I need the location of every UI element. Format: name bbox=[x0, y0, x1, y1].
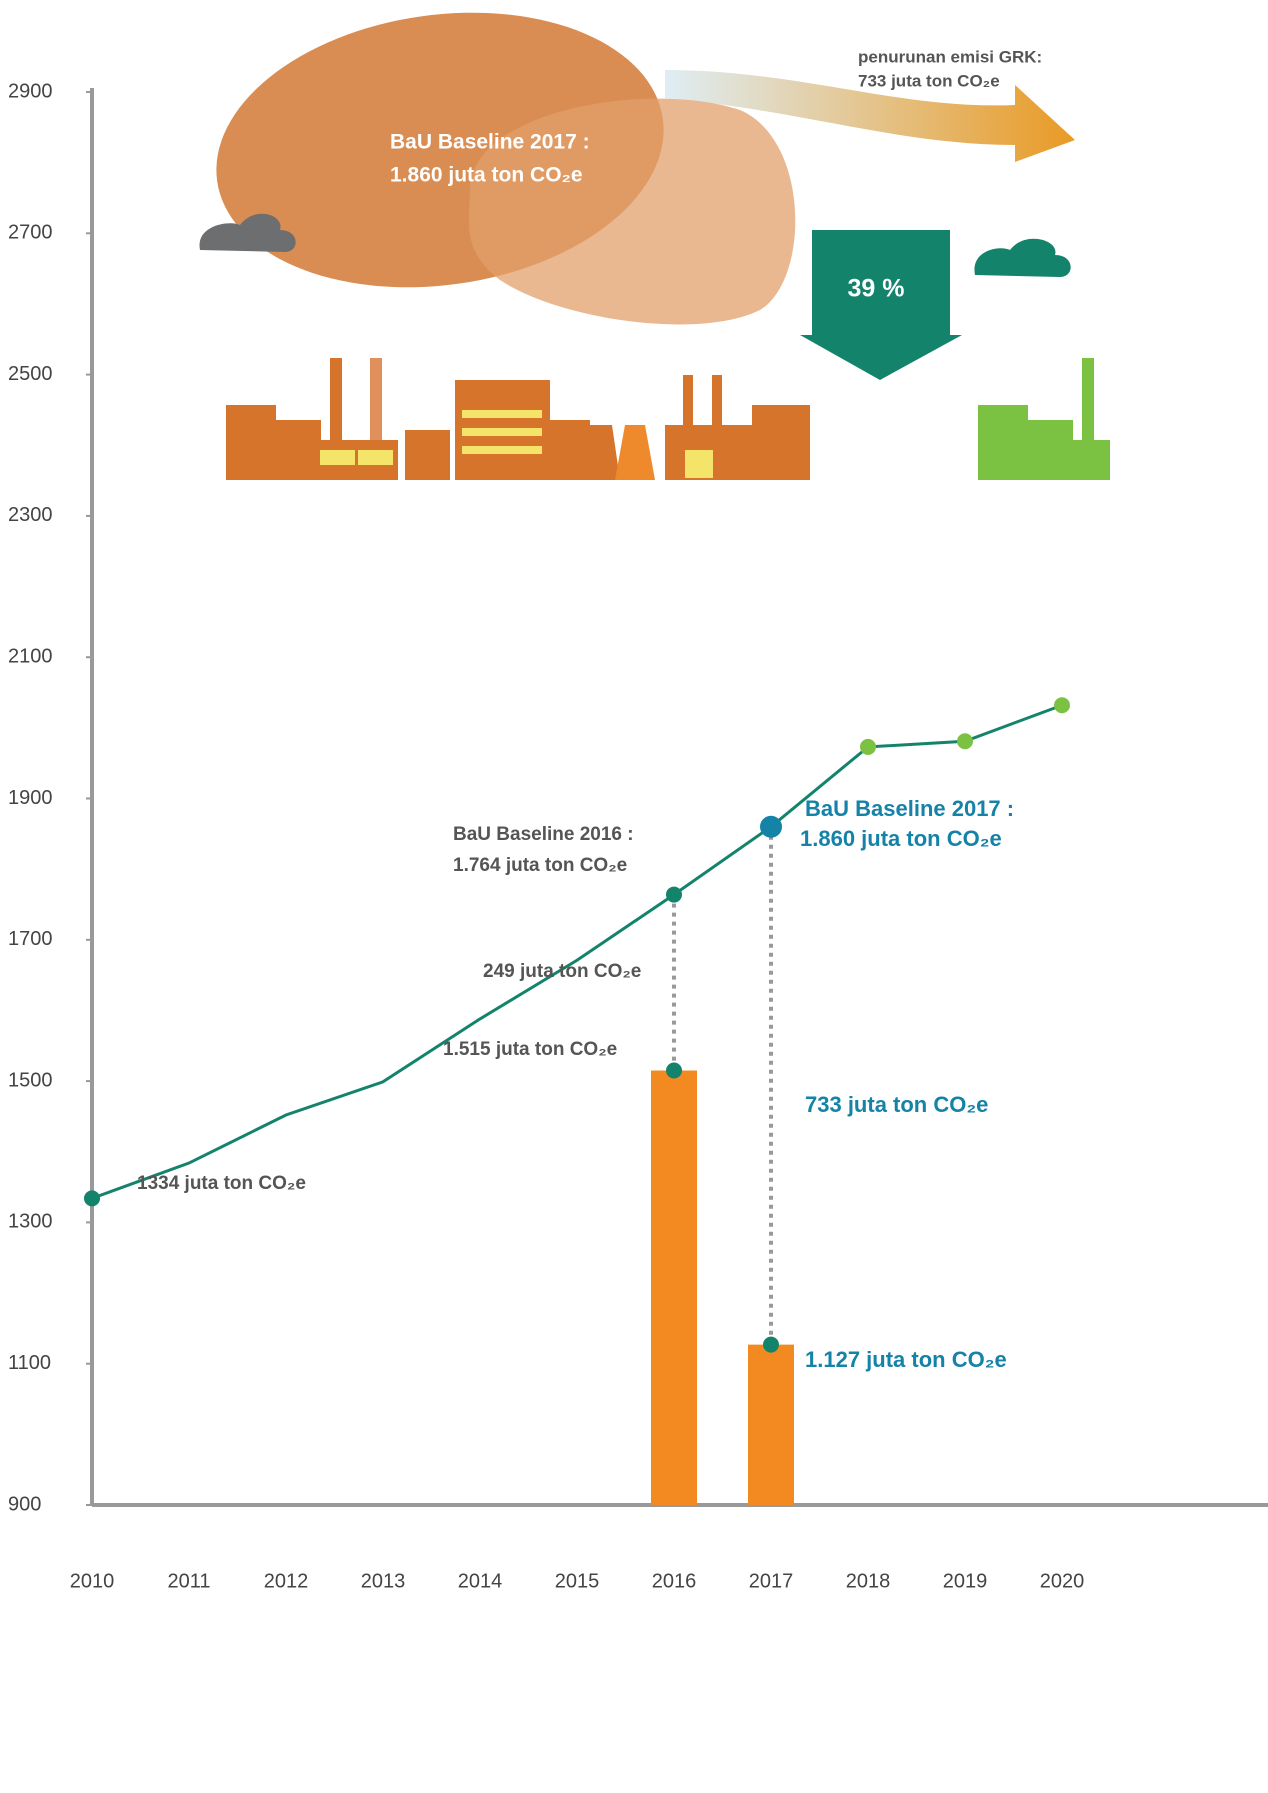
y-tick-label: 1100 bbox=[8, 1352, 51, 1374]
line bbox=[92, 705, 1062, 1198]
chart: 900 1100 1300 1500 1700 1900 2100 2300 2500 2700 2… bbox=[0, 0, 1268, 1793]
point bbox=[860, 739, 876, 755]
x-tick-label: 2019 bbox=[943, 1570, 988, 1592]
x-tick-label: 2015 bbox=[555, 1570, 600, 1592]
annotation: 1.764 juta ton CO₂e bbox=[453, 855, 627, 876]
point bbox=[1054, 697, 1070, 713]
x-tick-label: 2014 bbox=[458, 1570, 503, 1592]
x-tick-label: 2013 bbox=[361, 1570, 406, 1592]
annotation: BaU Baseline 2017 : bbox=[390, 131, 590, 154]
bar-point bbox=[763, 1337, 779, 1353]
x-tick-label: 2018 bbox=[846, 1570, 891, 1592]
point bbox=[760, 816, 782, 838]
bar bbox=[651, 1071, 697, 1505]
y-tick-label: 1900 bbox=[8, 787, 53, 809]
annotation: 39 % bbox=[848, 275, 905, 303]
y-tick-label: 2500 bbox=[8, 363, 53, 385]
annotation: BaU Baseline 2017 : bbox=[805, 796, 1014, 821]
x-tick-label: 2010 bbox=[70, 1570, 115, 1592]
annotation: 733 juta ton CO₂e bbox=[858, 71, 1000, 90]
annotation: BaU Baseline 2016 : bbox=[453, 824, 634, 845]
annotation: 1334 juta ton CO₂e bbox=[137, 1173, 306, 1194]
x-tick-label: 2020 bbox=[1040, 1570, 1085, 1592]
bar bbox=[748, 1345, 794, 1505]
annotation: 1.515 juta ton CO₂e bbox=[443, 1039, 617, 1060]
point bbox=[957, 733, 973, 749]
y-tick-label: 1700 bbox=[8, 928, 53, 950]
y-tick-label: 1300 bbox=[8, 1211, 53, 1233]
x-tick-label: 2012 bbox=[264, 1570, 309, 1592]
y-tick-label: 1500 bbox=[8, 1069, 53, 1091]
annotation: penurunan emisi GRK: bbox=[858, 47, 1042, 66]
point bbox=[666, 887, 682, 903]
annotation: 1.127 juta ton CO₂e bbox=[805, 1347, 1007, 1372]
bar-point bbox=[666, 1063, 682, 1079]
annotation: 249 juta ton CO₂e bbox=[483, 961, 641, 982]
annotation: 1.860 juta ton CO₂e bbox=[390, 164, 583, 187]
annotation: 733 juta ton CO₂e bbox=[805, 1092, 988, 1117]
y-tick-label: 2700 bbox=[8, 222, 53, 244]
y-tick-label: 2300 bbox=[8, 504, 53, 526]
point bbox=[84, 1190, 100, 1206]
x-tick-label: 2011 bbox=[167, 1570, 210, 1592]
x-tick-label: 2016 bbox=[652, 1570, 697, 1592]
y-tick-label: 900 bbox=[8, 1493, 41, 1515]
y-tick-label: 2100 bbox=[8, 645, 53, 667]
page: {"chart_data": {"type": "line", "categor… bbox=[0, 0, 1268, 1793]
y-tick-label: 2900 bbox=[8, 80, 53, 102]
x-tick-label: 2017 bbox=[749, 1570, 794, 1592]
annotation: 1.860 juta ton CO₂e bbox=[800, 826, 1002, 851]
